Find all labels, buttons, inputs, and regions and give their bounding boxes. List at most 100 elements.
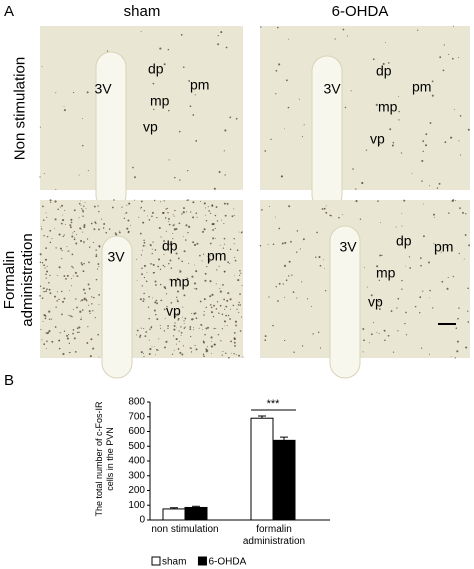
speck — [260, 26, 262, 28]
speck — [139, 232, 142, 235]
speck — [75, 242, 78, 245]
speck — [235, 324, 237, 327]
speck — [213, 304, 215, 307]
speck — [134, 176, 136, 179]
speck — [74, 237, 76, 239]
speck — [195, 317, 198, 320]
significance: *** — [267, 398, 281, 410]
speck — [80, 200, 82, 202]
speck — [301, 345, 304, 347]
speck — [93, 228, 96, 231]
speck — [209, 242, 212, 245]
speck — [200, 323, 202, 326]
speck — [230, 340, 233, 343]
speck — [123, 217, 126, 219]
speck — [59, 206, 61, 208]
speck — [183, 327, 186, 329]
speck — [75, 298, 77, 300]
speck — [346, 35, 349, 37]
speck — [124, 212, 126, 214]
speck — [242, 356, 244, 358]
speck — [444, 141, 447, 144]
speck — [376, 265, 379, 268]
speck — [74, 351, 77, 353]
speck — [165, 293, 168, 295]
legend-swatch — [197, 556, 207, 566]
speck — [153, 108, 155, 111]
speck — [167, 325, 169, 327]
speck — [49, 199, 52, 202]
speck — [78, 331, 80, 333]
speck — [193, 329, 194, 331]
speck — [319, 264, 322, 267]
speck — [71, 285, 73, 287]
speck — [113, 199, 115, 201]
speck — [192, 114, 195, 116]
speck — [155, 313, 157, 316]
speck — [93, 296, 95, 299]
speck — [54, 200, 57, 203]
speck — [44, 258, 48, 261]
column-header: 6-OHDA — [332, 3, 389, 20]
speck — [174, 176, 176, 179]
speck — [188, 80, 191, 82]
speck — [86, 342, 89, 344]
speck — [207, 206, 209, 208]
speck — [210, 306, 213, 309]
speck — [70, 315, 72, 317]
bar — [184, 506, 208, 521]
speck — [46, 340, 48, 343]
speck — [190, 351, 193, 353]
speck — [145, 280, 148, 283]
speck — [364, 267, 366, 269]
speck — [268, 296, 270, 298]
speck — [383, 329, 386, 332]
speck — [88, 246, 91, 248]
speck — [83, 224, 86, 227]
speck — [89, 355, 92, 358]
speck — [162, 264, 165, 267]
speck — [321, 208, 324, 210]
speck — [239, 330, 242, 332]
speck — [68, 289, 70, 291]
speck — [377, 200, 379, 202]
speck — [264, 339, 267, 341]
speck — [239, 304, 241, 306]
speck — [195, 140, 198, 142]
speck — [148, 339, 150, 341]
speck — [213, 343, 216, 346]
speck — [220, 340, 222, 342]
speck — [270, 138, 272, 140]
speck — [215, 308, 218, 310]
speck — [58, 347, 61, 350]
speck — [429, 185, 431, 187]
speck — [46, 288, 48, 290]
speck — [160, 299, 163, 302]
speck — [179, 179, 181, 181]
speck — [95, 255, 98, 258]
speck — [465, 213, 467, 215]
speck — [139, 334, 142, 337]
speck — [148, 295, 150, 298]
speck — [55, 306, 57, 308]
speck — [193, 312, 196, 315]
speck — [363, 339, 365, 342]
speck — [39, 253, 42, 256]
speck — [115, 233, 118, 236]
speck — [385, 42, 386, 43]
speck — [181, 353, 184, 356]
speck — [92, 241, 95, 244]
speck — [236, 249, 239, 252]
speck — [224, 174, 226, 176]
speck — [196, 242, 199, 245]
speck — [140, 30, 142, 32]
speck — [69, 226, 72, 229]
speck — [61, 219, 65, 222]
y-tick-label: 600 — [128, 426, 145, 437]
speck — [176, 299, 178, 301]
speck — [427, 261, 430, 264]
speck — [45, 273, 47, 276]
speck — [237, 279, 240, 282]
region-label: dp — [376, 63, 392, 79]
x-tick-label: non stimulation — [151, 524, 219, 535]
